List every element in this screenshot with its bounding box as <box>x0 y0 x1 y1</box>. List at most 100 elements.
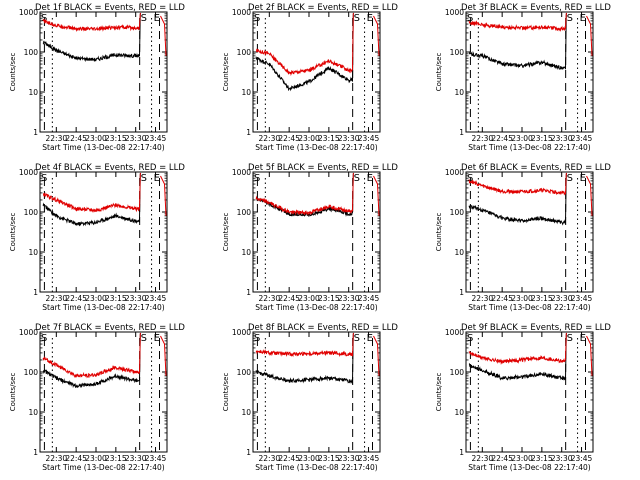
lld-tail-line <box>373 175 380 216</box>
x-tick-label: 23:45 <box>571 454 593 463</box>
start-marker-label: S <box>41 333 47 344</box>
y-tick-label: 1000 <box>445 8 464 17</box>
y-tick-label: 1000 <box>232 168 251 177</box>
lld-tail-line <box>160 15 167 56</box>
lld-series-line <box>255 12 355 77</box>
y-tick-label: 100 <box>24 48 39 57</box>
x-tick-label: 23:45 <box>358 454 380 463</box>
x-tick-label: 22:45 <box>65 294 87 303</box>
x-tick-label: 23:15 <box>105 134 127 143</box>
y-tick-label: 100 <box>237 48 252 57</box>
y-tick-label: 1000 <box>232 8 251 17</box>
events-series-line <box>42 12 142 63</box>
y-tick-label: 10 <box>28 248 38 257</box>
x-tick-label: 23:00 <box>511 454 533 463</box>
y-tick-label: 1 <box>246 288 251 297</box>
start-marker-label: S <box>254 173 260 184</box>
x-axis-label: Start Time (13-Dec-08 22:17:40) <box>42 463 164 472</box>
panel-1: Det 1f BLACK = Events, RED = LLD Counts/s… <box>9 3 185 152</box>
x-tick-label: 23:45 <box>145 294 167 303</box>
x-axis-label: Start Time (13-Dec-08 22:17:40) <box>468 463 590 472</box>
x-axis-label: Start Time (13-Dec-08 22:17:40) <box>42 143 164 152</box>
plot-frame <box>252 11 381 133</box>
x-tick-label: 23:15 <box>531 454 553 463</box>
x-tick-label: 22:30 <box>472 294 494 303</box>
x-tick-label: 23:15 <box>531 134 553 143</box>
start-marker-label: S <box>254 13 260 24</box>
y-tick-label: 1 <box>459 128 464 137</box>
x-tick-label: 23:30 <box>338 294 360 303</box>
x-tick-label: 22:45 <box>491 454 513 463</box>
events-series-line <box>255 332 355 384</box>
plot-frame <box>465 11 594 133</box>
start-marker-label: S <box>141 333 147 344</box>
panel-title: Det 1f BLACK = Events, RED = LLD <box>35 3 185 13</box>
start-marker-label: S <box>141 13 147 24</box>
x-tick-label: 22:45 <box>65 454 87 463</box>
y-tick-label: 10 <box>454 408 464 417</box>
events-series-line <box>468 172 568 226</box>
y-tick-label: 100 <box>450 48 465 57</box>
y-axis-label: Counts/sec <box>222 373 230 412</box>
x-tick-label: 23:00 <box>298 294 320 303</box>
y-tick-label: 1000 <box>19 328 38 337</box>
events-series-line <box>468 332 568 381</box>
panel-2: Det 2f BLACK = Events, RED = LLD Counts/s… <box>222 3 398 152</box>
y-tick-label: 10 <box>241 408 251 417</box>
events-series-line <box>468 12 568 70</box>
y-tick-label: 1000 <box>19 8 38 17</box>
start-marker-label: S <box>41 173 47 184</box>
lld-series-line <box>42 332 142 379</box>
x-tick-label: 23:00 <box>85 134 107 143</box>
plot-frame <box>252 331 381 453</box>
x-tick-label: 22:30 <box>46 134 68 143</box>
y-axis-label: Counts/sec <box>435 53 443 92</box>
panel-title: Det 8f BLACK = Events, RED = LLD <box>248 323 398 333</box>
y-tick-label: 1 <box>459 448 464 457</box>
lld-tail-line <box>373 15 380 56</box>
y-tick-label: 10 <box>28 408 38 417</box>
plot-frame <box>39 11 168 133</box>
y-tick-label: 1 <box>33 448 38 457</box>
x-tick-label: 23:15 <box>318 294 340 303</box>
panel-9: Det 9f BLACK = Events, RED = LLD Counts/s… <box>435 323 611 472</box>
x-tick-label: 22:45 <box>491 134 513 143</box>
panel-8: Det 8f BLACK = Events, RED = LLD Counts/s… <box>222 323 398 472</box>
x-tick-label: 23:15 <box>105 454 127 463</box>
plot-frame <box>39 331 168 453</box>
y-tick-label: 1000 <box>19 168 38 177</box>
x-tick-label: 22:45 <box>491 294 513 303</box>
y-tick-label: 10 <box>241 248 251 257</box>
x-tick-label: 23:30 <box>125 294 147 303</box>
y-tick-label: 1000 <box>232 328 251 337</box>
y-tick-label: 1 <box>33 288 38 297</box>
x-tick-label: 23:45 <box>358 294 380 303</box>
x-axis-label: Start Time (13-Dec-08 22:17:40) <box>255 463 377 472</box>
x-tick-label: 23:00 <box>85 294 107 303</box>
plot-frame <box>252 171 381 293</box>
panel-6: Det 6f BLACK = Events, RED = LLD Counts/s… <box>435 163 611 312</box>
panel-title: Det 5f BLACK = Events, RED = LLD <box>248 163 398 173</box>
lld-series-line <box>468 172 568 196</box>
panel-title: Det 3f BLACK = Events, RED = LLD <box>461 3 611 13</box>
panel-4: Det 4f BLACK = Events, RED = LLD Counts/s… <box>9 163 185 312</box>
start-marker-label: S <box>567 333 573 344</box>
lld-tail-line <box>586 335 593 376</box>
panel-title: Det 4f BLACK = Events, RED = LLD <box>35 163 185 173</box>
end-marker-label: E <box>580 173 586 184</box>
x-tick-label: 22:45 <box>278 454 300 463</box>
lld-tail-line <box>586 15 593 56</box>
start-marker-label: S <box>567 173 573 184</box>
x-axis-label: Start Time (13-Dec-08 22:17:40) <box>255 303 377 312</box>
x-tick-label: 22:45 <box>65 134 87 143</box>
y-tick-label: 1000 <box>445 168 464 177</box>
lld-tail-line <box>373 335 380 376</box>
lld-series-line <box>255 332 355 358</box>
y-axis-label: Counts/sec <box>9 213 17 252</box>
plot-frame <box>465 171 594 293</box>
end-marker-label: E <box>154 173 160 184</box>
y-tick-label: 10 <box>454 88 464 97</box>
x-tick-label: 23:00 <box>85 454 107 463</box>
x-tick-label: 23:00 <box>511 134 533 143</box>
